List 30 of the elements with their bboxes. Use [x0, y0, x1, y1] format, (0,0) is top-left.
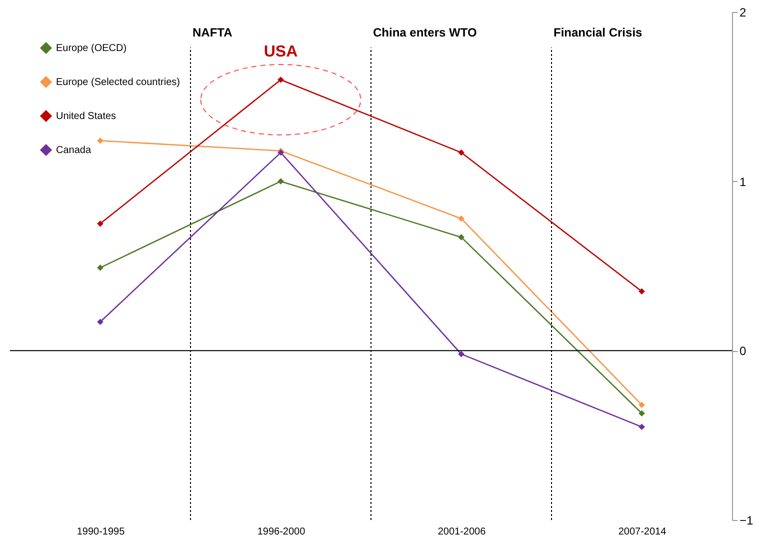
annotation: China enters WTO [373, 25, 477, 40]
x-tick-label: 2001-2006 [438, 526, 486, 538]
y-tick-label: −1 [740, 514, 754, 528]
annotation: NAFTA [192, 25, 233, 40]
point [97, 138, 104, 144]
point [97, 318, 104, 326]
y-tick-label: 0 [740, 344, 746, 358]
point [458, 215, 464, 222]
legend-label: Canada [56, 145, 92, 156]
y-tick-label: 1 [740, 174, 746, 189]
point [97, 264, 104, 271]
point [638, 402, 645, 408]
point [638, 410, 645, 416]
point [458, 149, 464, 156]
point [458, 234, 464, 240]
point [458, 350, 464, 358]
point [638, 424, 645, 430]
point [278, 178, 284, 184]
point [97, 220, 104, 227]
y-tick-label: 2 [740, 6, 746, 20]
annotation: Financial Crisis [554, 25, 643, 40]
annotation: USA [264, 44, 298, 61]
legend-label: United States [56, 111, 116, 122]
legend-label: Europe (OECD) [56, 43, 127, 54]
x-tick-label: 1996-2000 [257, 526, 306, 538]
point [278, 76, 284, 83]
legend-label: Europe (Selected countries) [56, 77, 180, 88]
x-tick-label: 2007-2014 [618, 526, 667, 538]
point [638, 288, 645, 295]
x-tick-label: 1990-1995 [76, 526, 126, 538]
